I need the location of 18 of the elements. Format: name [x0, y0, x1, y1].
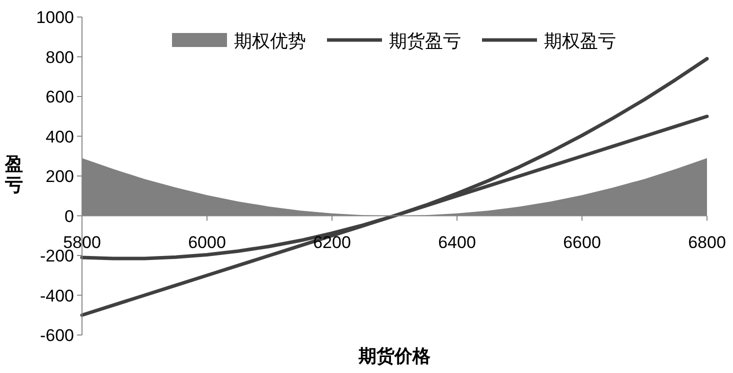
x-tick-label: 6000	[188, 232, 226, 252]
x-tick-label: 6200	[313, 232, 351, 252]
y-tick-label: -400	[40, 286, 74, 306]
x-tick-label: 6600	[563, 232, 601, 252]
y-tick-label: 600	[46, 88, 74, 106]
legend-label: 期权优势	[234, 31, 306, 51]
y-tick-label: -600	[40, 326, 74, 345]
legend-label: 期权盈亏	[544, 31, 616, 51]
legend-label: 期货盈亏	[389, 31, 461, 51]
y-axis-title: 盈亏	[4, 154, 23, 195]
y-tick-label: 0	[64, 206, 74, 226]
y-tick-label: 800	[46, 48, 74, 67]
y-tick-label: 200	[46, 167, 74, 186]
x-tick-label: 6800	[688, 232, 726, 252]
x-axis-title: 期货价格	[358, 346, 432, 366]
y-tick-label: 400	[46, 127, 74, 146]
y-tick-label: 1000	[36, 8, 74, 27]
x-tick-label: 6400	[438, 232, 476, 252]
